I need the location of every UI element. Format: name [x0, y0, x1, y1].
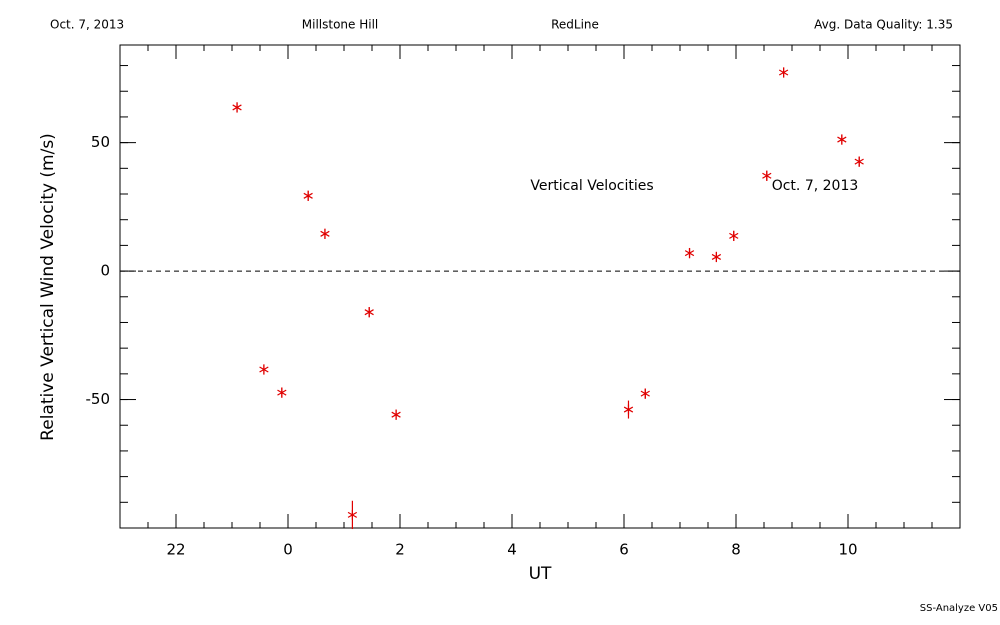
header-quality: Avg. Data Quality: 1.35 [814, 18, 953, 32]
header-line: RedLine [551, 18, 599, 32]
marker-stroke [729, 232, 739, 239]
marker [684, 248, 695, 259]
x-tick-label: 2 [395, 541, 405, 559]
marker [303, 190, 313, 201]
marker-stroke [303, 192, 313, 199]
marker [259, 364, 269, 375]
y-tick-label: 0 [100, 262, 110, 280]
marker-stroke [854, 158, 864, 165]
marker [762, 170, 772, 181]
marker [623, 404, 634, 415]
marker-stroke [364, 309, 374, 316]
marker-stroke [778, 69, 789, 76]
x-tick-label: 10 [838, 541, 857, 559]
annotation: Vertical Velocities [530, 178, 653, 194]
marker-stroke [623, 406, 634, 413]
marker-stroke [347, 511, 358, 518]
marker-stroke [232, 104, 242, 111]
marker [347, 509, 358, 520]
x-tick-label: 8 [731, 541, 741, 559]
y-tick-label: 50 [91, 133, 110, 151]
marker-stroke [259, 366, 269, 373]
x-tick-label: 6 [619, 541, 629, 559]
x-tick-label: 0 [283, 541, 293, 559]
x-tick-label: 4 [507, 541, 517, 559]
x-axis-label: UT [529, 564, 552, 584]
marker-stroke [837, 136, 847, 143]
marker [778, 67, 789, 78]
header-date: Oct. 7, 2013 [50, 18, 124, 32]
marker [277, 387, 287, 398]
marker [364, 307, 374, 318]
x-tick-label: 22 [166, 541, 185, 559]
y-axis-label: Relative Vertical Wind Velocity (m/s) [38, 133, 58, 441]
marker-stroke [391, 411, 401, 418]
footer: SS-Analyze V05 [920, 603, 998, 614]
marker-stroke [320, 230, 330, 237]
marker-stroke [277, 389, 287, 396]
y-tick-label: -50 [86, 390, 111, 408]
marker-stroke [684, 250, 695, 257]
marker [640, 388, 650, 399]
marker-stroke [762, 172, 772, 179]
marker [729, 230, 739, 241]
marker-stroke [640, 390, 650, 397]
marker [232, 102, 242, 113]
header-site: Millstone Hill [302, 18, 378, 32]
marker [391, 409, 401, 420]
marker [711, 251, 722, 262]
annotation: Oct. 7, 2013 [772, 178, 859, 194]
marker [320, 228, 330, 239]
marker [854, 156, 864, 167]
marker [837, 134, 847, 145]
marker-stroke [711, 253, 722, 260]
